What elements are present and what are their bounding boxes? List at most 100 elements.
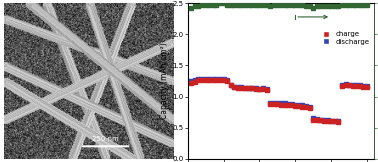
charge <box>235 87 240 89</box>
charge <box>221 79 226 81</box>
charge <box>268 103 273 105</box>
charge <box>297 105 301 107</box>
discharge <box>211 78 215 80</box>
discharge <box>343 83 348 85</box>
charge <box>211 79 215 81</box>
charge <box>293 105 297 107</box>
charge <box>264 89 269 91</box>
charge <box>228 84 233 86</box>
discharge <box>235 86 240 88</box>
Y-axis label: Capacity (mAh/cm²): Capacity (mAh/cm²) <box>160 43 169 119</box>
discharge <box>225 79 229 81</box>
charge <box>304 106 308 108</box>
discharge <box>232 86 237 88</box>
discharge <box>286 103 290 105</box>
discharge <box>246 87 251 89</box>
discharge <box>275 102 280 104</box>
charge <box>286 104 290 106</box>
discharge <box>279 102 283 104</box>
discharge <box>318 119 323 121</box>
charge <box>329 121 333 122</box>
discharge <box>347 84 352 86</box>
discharge <box>214 78 218 80</box>
discharge <box>329 120 333 122</box>
charge <box>350 85 355 87</box>
charge <box>358 85 362 87</box>
discharge <box>293 104 297 106</box>
charge <box>336 121 341 123</box>
charge <box>340 85 344 87</box>
discharge <box>336 121 341 122</box>
discharge <box>250 87 254 89</box>
discharge <box>218 78 222 80</box>
discharge <box>322 119 326 121</box>
discharge <box>221 78 226 80</box>
charge <box>250 87 254 89</box>
discharge <box>354 84 359 86</box>
discharge <box>300 104 305 106</box>
discharge <box>333 120 337 122</box>
charge <box>189 82 194 84</box>
discharge <box>350 84 355 86</box>
discharge <box>254 87 258 89</box>
charge <box>361 86 366 88</box>
discharge <box>239 86 244 88</box>
Legend: charge, discharge: charge, discharge <box>318 30 371 46</box>
charge <box>243 87 247 89</box>
discharge <box>340 84 344 86</box>
charge <box>239 87 244 89</box>
discharge <box>200 78 204 80</box>
discharge <box>203 78 208 80</box>
discharge <box>325 119 330 121</box>
discharge <box>207 78 211 80</box>
discharge <box>358 84 362 86</box>
charge <box>200 79 204 81</box>
discharge <box>314 118 319 120</box>
charge <box>275 103 280 105</box>
discharge <box>192 79 197 81</box>
Text: 250 nm: 250 nm <box>92 136 119 142</box>
charge <box>279 104 283 106</box>
charge <box>290 104 294 106</box>
Line: discharge: discharge <box>190 77 369 123</box>
discharge <box>228 84 233 86</box>
charge <box>325 120 330 122</box>
charge <box>218 79 222 81</box>
charge <box>196 79 201 81</box>
charge <box>333 121 337 122</box>
charge <box>232 86 237 88</box>
charge <box>257 88 262 90</box>
discharge <box>268 102 273 104</box>
discharge <box>264 88 269 90</box>
discharge <box>361 85 366 87</box>
discharge <box>282 102 287 104</box>
discharge <box>196 78 201 80</box>
discharge <box>243 87 247 89</box>
discharge <box>304 105 308 107</box>
discharge <box>290 103 294 105</box>
Line: charge: charge <box>190 78 369 124</box>
discharge <box>307 105 312 107</box>
charge <box>254 88 258 90</box>
charge <box>311 119 316 121</box>
charge <box>354 85 359 87</box>
charge <box>322 120 326 122</box>
discharge <box>297 104 301 106</box>
charge <box>343 84 348 86</box>
discharge <box>311 117 316 119</box>
charge <box>314 119 319 121</box>
discharge <box>261 87 265 89</box>
charge <box>307 107 312 109</box>
charge <box>365 86 369 88</box>
charge <box>192 81 197 83</box>
discharge <box>365 85 369 87</box>
charge <box>225 80 229 82</box>
discharge <box>271 102 276 104</box>
charge <box>271 103 276 105</box>
charge <box>300 105 305 107</box>
charge <box>318 119 323 121</box>
charge <box>347 84 352 86</box>
charge <box>207 79 211 81</box>
charge <box>214 79 218 81</box>
charge <box>246 87 251 89</box>
